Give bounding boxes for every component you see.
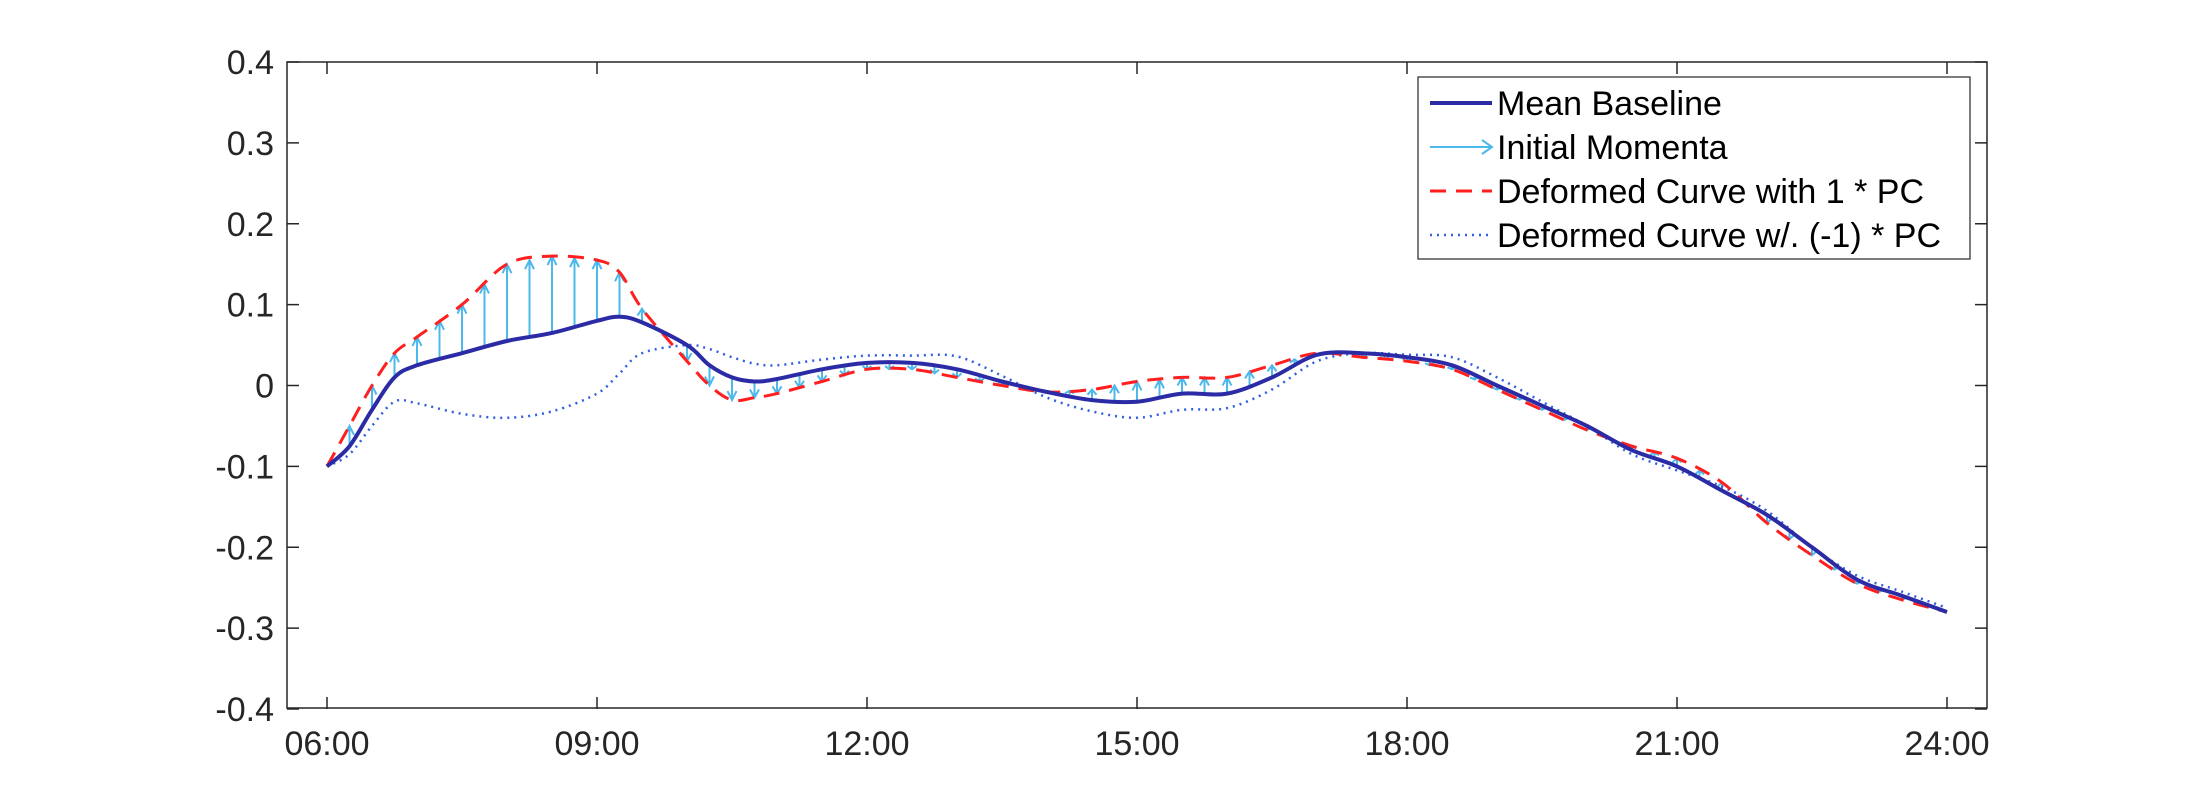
y-tick-label: 0.2 bbox=[227, 206, 274, 244]
x-tick-label: 12:00 bbox=[824, 725, 909, 763]
legend-label: Mean Baseline bbox=[1497, 85, 1722, 123]
y-tick-label: 0.3 bbox=[227, 125, 274, 163]
x-tick-label: 15:00 bbox=[1094, 725, 1179, 763]
momentum-arrowhead bbox=[906, 365, 918, 371]
x-tick-label: 18:00 bbox=[1364, 725, 1449, 763]
legend-label: Deformed Curve with 1 * PC bbox=[1497, 173, 1924, 211]
momentum-arrowhead bbox=[1109, 383, 1120, 394]
axis-ticks: 06:00 09:00 12:00 15:00 18:00 21:00 24:00 -0.4 -… bbox=[215, 44, 1989, 763]
y-tick-label: 0.4 bbox=[227, 44, 274, 82]
legend-label: Deformed Curve w/. (-1) * PC bbox=[1497, 217, 1941, 255]
legend-label: Initial Momenta bbox=[1497, 129, 1728, 167]
momentum-arrowhead bbox=[636, 306, 648, 317]
momentum-arrowhead bbox=[1266, 363, 1278, 372]
momentum-arrowhead bbox=[726, 390, 738, 403]
y-tick-label: -0.3 bbox=[215, 610, 274, 648]
x-tick-label: 06:00 bbox=[284, 725, 369, 763]
x-tick-label: 21:00 bbox=[1634, 725, 1719, 763]
y-tick-label: -0.4 bbox=[215, 691, 274, 729]
series-line bbox=[325, 254, 1948, 614]
momentum-arrowhead bbox=[524, 257, 535, 270]
series-line bbox=[325, 314, 1948, 614]
momentum-arrowhead bbox=[1086, 388, 1098, 396]
y-tick-label: 0.1 bbox=[227, 287, 274, 325]
legend: Mean Baseline Initial Momenta Deformed Cur… bbox=[1417, 76, 1971, 260]
x-tick-label: 24:00 bbox=[1904, 725, 1989, 763]
momentum-arrowhead bbox=[1244, 369, 1255, 379]
momentum-arrowhead bbox=[749, 389, 760, 400]
legend-arrowhead bbox=[1481, 139, 1494, 155]
series-lines bbox=[325, 254, 1948, 614]
momentum-arrowhead bbox=[1694, 469, 1705, 476]
y-tick-label: 0 bbox=[255, 368, 274, 406]
x-tick-label: 09:00 bbox=[554, 725, 639, 763]
momentum-arrowhead bbox=[704, 376, 715, 388]
y-tick-label: -0.1 bbox=[215, 448, 274, 486]
legend-box bbox=[1417, 76, 1971, 260]
y-tick-label: -0.2 bbox=[215, 529, 274, 567]
